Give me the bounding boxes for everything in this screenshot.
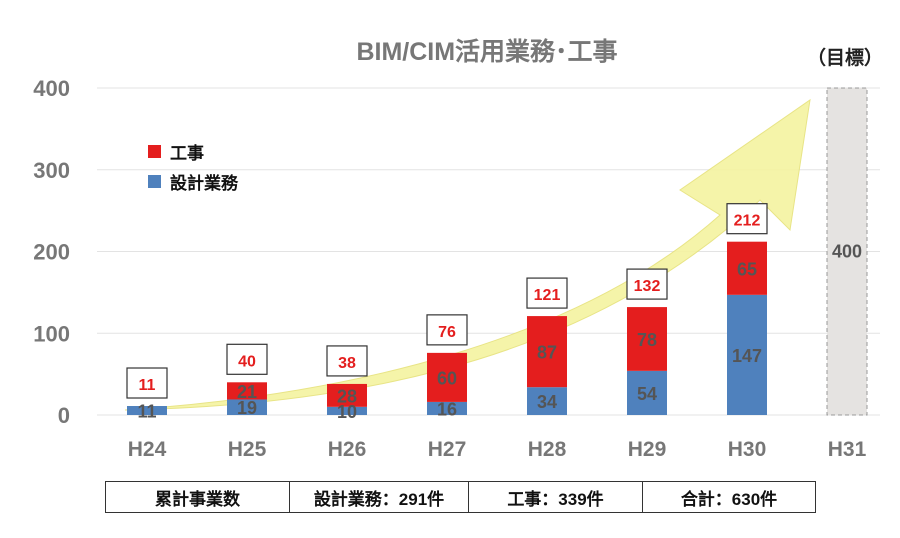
total-box <box>726 203 768 235</box>
total-value-label: 11 <box>139 377 156 394</box>
bar-construction <box>727 241 767 295</box>
target-label: （目標） <box>807 46 883 69</box>
total-value-label: 40 <box>238 353 256 370</box>
design-value-label: 16 <box>437 399 457 419</box>
target-value-label: 400 <box>832 242 862 262</box>
bar-design <box>627 370 667 415</box>
total-value-label: 76 <box>438 324 456 341</box>
construction-value-label: 78 <box>637 330 657 350</box>
bar-construction <box>327 383 367 407</box>
x-tick-label: H28 <box>528 438 567 461</box>
construction-value-label: 60 <box>437 368 457 388</box>
summary-label: 累計事業数 <box>105 481 290 513</box>
bar-design <box>727 294 767 415</box>
total-value-label: 132 <box>634 278 661 295</box>
bar-design <box>327 406 367 415</box>
y-tick-label: 300 <box>33 158 70 183</box>
construction-value-label: 21 <box>237 382 257 402</box>
design-value-label: 11 <box>137 402 156 422</box>
y-tick-label: 0 <box>58 403 70 428</box>
design-value-label: 19 <box>237 398 257 418</box>
y-tick-label: 200 <box>33 240 70 265</box>
total-box <box>626 268 668 300</box>
x-tick-label: H31 <box>828 438 867 461</box>
summary-table: 累計事業数 設計業務：291件 工事：339件 合計：630件 <box>105 481 816 513</box>
x-tick-label: H24 <box>128 438 167 461</box>
construction-value-label: 65 <box>737 259 757 279</box>
design-value-label: 34 <box>537 392 557 412</box>
bar-construction <box>227 382 267 400</box>
construction-value-label: 87 <box>537 343 557 363</box>
total-box <box>426 314 468 346</box>
legend: 工事 設計業務 <box>148 144 239 193</box>
design-value-label: 54 <box>637 384 657 404</box>
total-value-label: 121 <box>534 287 561 304</box>
bar-construction <box>527 316 567 388</box>
construction-value-label: 28 <box>337 386 357 406</box>
summary-construction: 工事：339件 <box>468 481 643 513</box>
legend-label-design: 設計業務 <box>170 173 239 193</box>
bar-design <box>427 401 467 415</box>
chart-title: BIM/CIM活用業務･工事 <box>356 38 617 66</box>
total-box <box>126 367 168 399</box>
total-box <box>526 277 568 309</box>
target-bar <box>826 87 868 416</box>
x-tick-label: H29 <box>628 438 667 461</box>
bar-design <box>127 406 167 415</box>
growth-arrow <box>124 98 811 411</box>
design-value-label: 147 <box>732 346 762 366</box>
bar-design <box>527 387 567 415</box>
total-value-label: 212 <box>734 213 761 230</box>
y-tick-label: 400 <box>33 76 70 101</box>
bar-construction <box>627 307 667 371</box>
x-tick-label: H26 <box>328 438 367 461</box>
total-box <box>326 345 368 377</box>
legend-label-construction: 工事 <box>170 144 204 163</box>
summary-design: 設計業務：291件 <box>289 481 469 513</box>
total-value-label: 38 <box>338 355 356 372</box>
bar-design <box>227 399 267 415</box>
x-tick-label: H27 <box>428 438 467 461</box>
total-box <box>226 343 268 375</box>
summary-total: 合計：630件 <box>642 481 816 513</box>
x-tick-label: H25 <box>228 438 267 461</box>
bar-construction <box>427 352 467 402</box>
x-tick-label: H30 <box>728 438 767 461</box>
legend-swatch-construction <box>148 145 161 158</box>
y-tick-label: 100 <box>33 321 70 346</box>
legend-swatch-design <box>148 175 161 188</box>
design-value-label: 10 <box>337 402 357 422</box>
